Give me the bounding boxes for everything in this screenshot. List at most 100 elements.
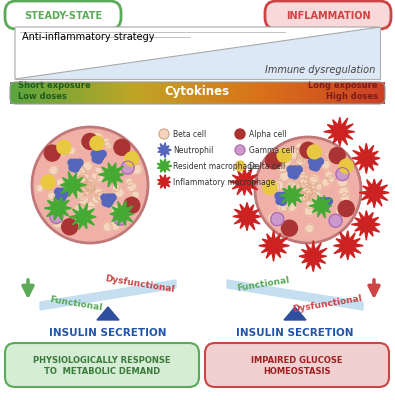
Circle shape xyxy=(90,136,104,150)
Text: Immune dysregulation: Immune dysregulation xyxy=(265,65,375,75)
Text: Beta cell: Beta cell xyxy=(173,130,206,139)
Text: STEADY-STATE: STEADY-STATE xyxy=(24,11,102,21)
Circle shape xyxy=(97,191,108,202)
Circle shape xyxy=(292,165,303,175)
Circle shape xyxy=(94,167,102,175)
FancyBboxPatch shape xyxy=(265,1,391,29)
Circle shape xyxy=(68,147,76,155)
Circle shape xyxy=(92,172,99,180)
Circle shape xyxy=(318,203,325,210)
Circle shape xyxy=(105,142,112,148)
Polygon shape xyxy=(60,172,86,198)
Polygon shape xyxy=(110,201,134,226)
Circle shape xyxy=(32,127,148,243)
Circle shape xyxy=(340,171,349,180)
Circle shape xyxy=(320,198,331,209)
Circle shape xyxy=(73,204,83,214)
Circle shape xyxy=(63,188,70,195)
Circle shape xyxy=(69,164,76,171)
Polygon shape xyxy=(324,117,355,146)
Circle shape xyxy=(56,188,68,199)
Polygon shape xyxy=(299,240,327,272)
Circle shape xyxy=(302,187,312,197)
Polygon shape xyxy=(157,159,172,172)
Circle shape xyxy=(287,166,294,173)
Circle shape xyxy=(327,151,335,159)
Circle shape xyxy=(83,181,91,189)
Circle shape xyxy=(80,183,89,192)
Circle shape xyxy=(314,192,321,199)
Circle shape xyxy=(112,213,120,220)
Circle shape xyxy=(263,180,277,194)
Circle shape xyxy=(65,180,73,188)
Circle shape xyxy=(84,178,95,190)
Circle shape xyxy=(92,156,99,162)
Circle shape xyxy=(99,150,106,158)
Polygon shape xyxy=(309,195,332,218)
Circle shape xyxy=(68,159,75,166)
Circle shape xyxy=(302,193,310,201)
Circle shape xyxy=(52,217,63,228)
Text: Short exposure
Low doses: Short exposure Low doses xyxy=(18,81,91,101)
Circle shape xyxy=(325,171,333,178)
Circle shape xyxy=(111,205,122,215)
Text: Dysfunctional: Dysfunctional xyxy=(292,294,363,314)
Polygon shape xyxy=(98,163,124,188)
Circle shape xyxy=(339,186,349,196)
Circle shape xyxy=(280,172,289,181)
Circle shape xyxy=(308,193,317,202)
Circle shape xyxy=(318,198,324,205)
Circle shape xyxy=(47,192,55,200)
Circle shape xyxy=(289,166,300,177)
Circle shape xyxy=(279,165,286,173)
Circle shape xyxy=(112,184,120,192)
Circle shape xyxy=(56,193,63,200)
Text: Long exposure
High doses: Long exposure High doses xyxy=(308,81,378,101)
Text: INFLAMMATION: INFLAMMATION xyxy=(286,11,371,21)
Circle shape xyxy=(304,190,313,200)
Circle shape xyxy=(295,157,305,167)
Circle shape xyxy=(50,212,58,220)
Polygon shape xyxy=(359,179,389,208)
FancyBboxPatch shape xyxy=(5,1,121,29)
Circle shape xyxy=(51,214,61,224)
Circle shape xyxy=(309,182,317,190)
Circle shape xyxy=(296,143,303,150)
Polygon shape xyxy=(351,210,380,240)
Circle shape xyxy=(125,178,133,186)
Circle shape xyxy=(72,186,81,196)
FancyBboxPatch shape xyxy=(15,27,380,79)
Circle shape xyxy=(339,159,353,173)
Circle shape xyxy=(55,147,65,157)
Circle shape xyxy=(296,148,303,155)
Circle shape xyxy=(304,179,311,186)
Circle shape xyxy=(92,195,101,204)
Circle shape xyxy=(102,199,109,206)
Circle shape xyxy=(110,220,120,230)
Circle shape xyxy=(102,138,110,146)
Circle shape xyxy=(57,140,71,154)
Circle shape xyxy=(109,194,116,201)
Circle shape xyxy=(235,145,245,155)
Circle shape xyxy=(132,164,142,174)
Circle shape xyxy=(125,152,139,166)
Circle shape xyxy=(65,178,72,186)
Circle shape xyxy=(277,200,288,212)
Circle shape xyxy=(289,148,300,159)
Circle shape xyxy=(92,132,103,143)
Text: Dysfunctional: Dysfunctional xyxy=(105,274,175,294)
Circle shape xyxy=(159,129,169,139)
Text: Functional: Functional xyxy=(49,295,103,313)
Polygon shape xyxy=(15,27,380,79)
Circle shape xyxy=(59,194,66,201)
Circle shape xyxy=(300,142,316,158)
Circle shape xyxy=(50,210,63,223)
Circle shape xyxy=(308,174,320,185)
Circle shape xyxy=(114,212,127,225)
Text: Alpha cell: Alpha cell xyxy=(249,130,287,139)
Circle shape xyxy=(316,158,324,165)
Circle shape xyxy=(62,219,78,235)
Text: Delta cell: Delta cell xyxy=(249,162,285,171)
Circle shape xyxy=(306,198,317,209)
Circle shape xyxy=(95,192,104,201)
